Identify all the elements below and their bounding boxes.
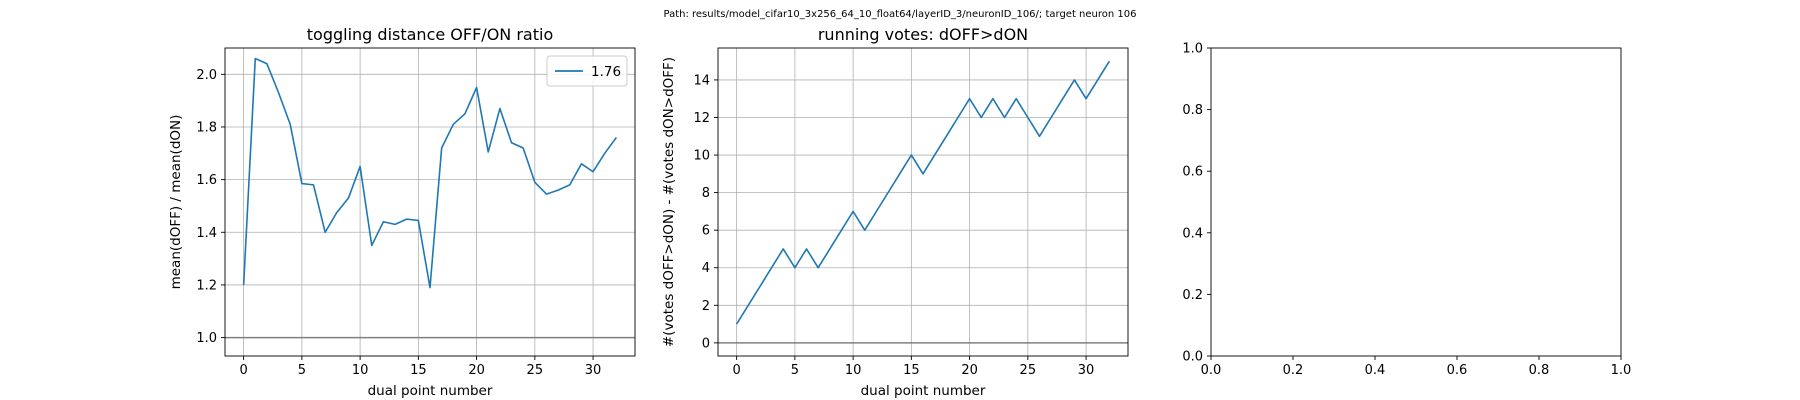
x-tick-label: 25 xyxy=(527,363,544,378)
y-tick-label: 4 xyxy=(702,261,710,276)
series-line xyxy=(242,57,618,289)
y-tick-label: 10 xyxy=(693,149,710,164)
y-axis-label: mean(dOFF) / mean(dON) xyxy=(168,115,184,290)
axes-frame xyxy=(224,47,636,357)
y-tick-label: 1.2 xyxy=(196,278,217,293)
y-tick-label: 1.6 xyxy=(196,173,217,188)
x-tick-label: 30 xyxy=(1078,363,1095,378)
x-tick-label: 15 xyxy=(410,363,427,378)
legend-box xyxy=(546,55,628,87)
axes-frame xyxy=(717,47,1129,357)
x-tick-label: 0.0 xyxy=(1201,363,1222,378)
x-tick-label: 0.2 xyxy=(1283,363,1304,378)
y-tick-label: 0.4 xyxy=(1182,226,1203,241)
series-line xyxy=(735,60,1111,325)
chart-running-votes: 0 5 10 15 20 25 30 0 2 4 6 8 10 12 14 running votes: dO… xyxy=(661,25,1129,399)
y-tick-label: 0.8 xyxy=(1182,103,1203,118)
x-tick-label: 20 xyxy=(468,363,485,378)
y-tick-label: 2 xyxy=(702,299,710,314)
x-axis-label: dual point number xyxy=(861,383,986,399)
x-tick-label: 5 xyxy=(791,363,799,378)
y-tick-label: 0.6 xyxy=(1182,165,1203,180)
legend-entry: 1.76 xyxy=(591,64,621,80)
x-tick-label: 30 xyxy=(585,363,602,378)
axes-frame xyxy=(1210,47,1622,357)
y-axis-label: #(votes dOFF>dON) - #(votes dON>dOFF) xyxy=(661,57,677,347)
x-tick-label: 15 xyxy=(903,363,920,378)
x-tick-label: 0 xyxy=(732,363,740,378)
y-tick-label: 0 xyxy=(702,336,710,351)
figure-suptitle: Path: results/model_cifar10_3x256_64_10_… xyxy=(664,9,1137,20)
y-tick-label: 1.4 xyxy=(196,226,217,241)
x-tick-label: 10 xyxy=(845,363,862,378)
chart-title: toggling distance OFF/ON ratio xyxy=(307,25,553,44)
y-tick-label: 2.0 xyxy=(196,68,217,83)
x-tick-label: 0.6 xyxy=(1447,363,1468,378)
y-tick-label: 1.8 xyxy=(196,120,217,135)
y-tick-label: 6 xyxy=(702,224,710,239)
legend: 1.76 xyxy=(546,55,628,87)
x-axis-label: dual point number xyxy=(368,383,493,399)
x-tick-label: 25 xyxy=(1020,363,1037,378)
y-tick-label: 0.2 xyxy=(1182,288,1203,303)
chart-title: running votes: dOFF>dON xyxy=(818,25,1028,44)
y-tick-label: 1.0 xyxy=(1182,42,1203,57)
y-tick-label: 12 xyxy=(693,111,710,126)
x-tick-label: 10 xyxy=(352,363,369,378)
x-tick-label: 20 xyxy=(961,363,978,378)
x-tick-label: 5 xyxy=(298,363,306,378)
x-tick-label: 0.8 xyxy=(1529,363,1550,378)
x-tick-label: 0.4 xyxy=(1365,363,1386,378)
x-tick-label: 1.0 xyxy=(1611,363,1632,378)
y-tick-label: 8 xyxy=(702,186,710,201)
x-tick-label: 0 xyxy=(239,363,247,378)
y-tick-label: 14 xyxy=(693,73,710,88)
y-tick-label: 0.0 xyxy=(1182,350,1203,365)
chart-toggling-ratio: 0 5 10 15 20 25 30 1.0 1.2 1.4 1.6 1.8 2.0 toggling d… xyxy=(168,25,636,399)
chart-empty-axes: 0.0 0.2 0.4 0.6 0.8 1.0 0.0 0.2 0.4 0.6 0.8 1.0 xyxy=(1182,42,1631,379)
y-tick-label: 1.0 xyxy=(196,331,217,346)
